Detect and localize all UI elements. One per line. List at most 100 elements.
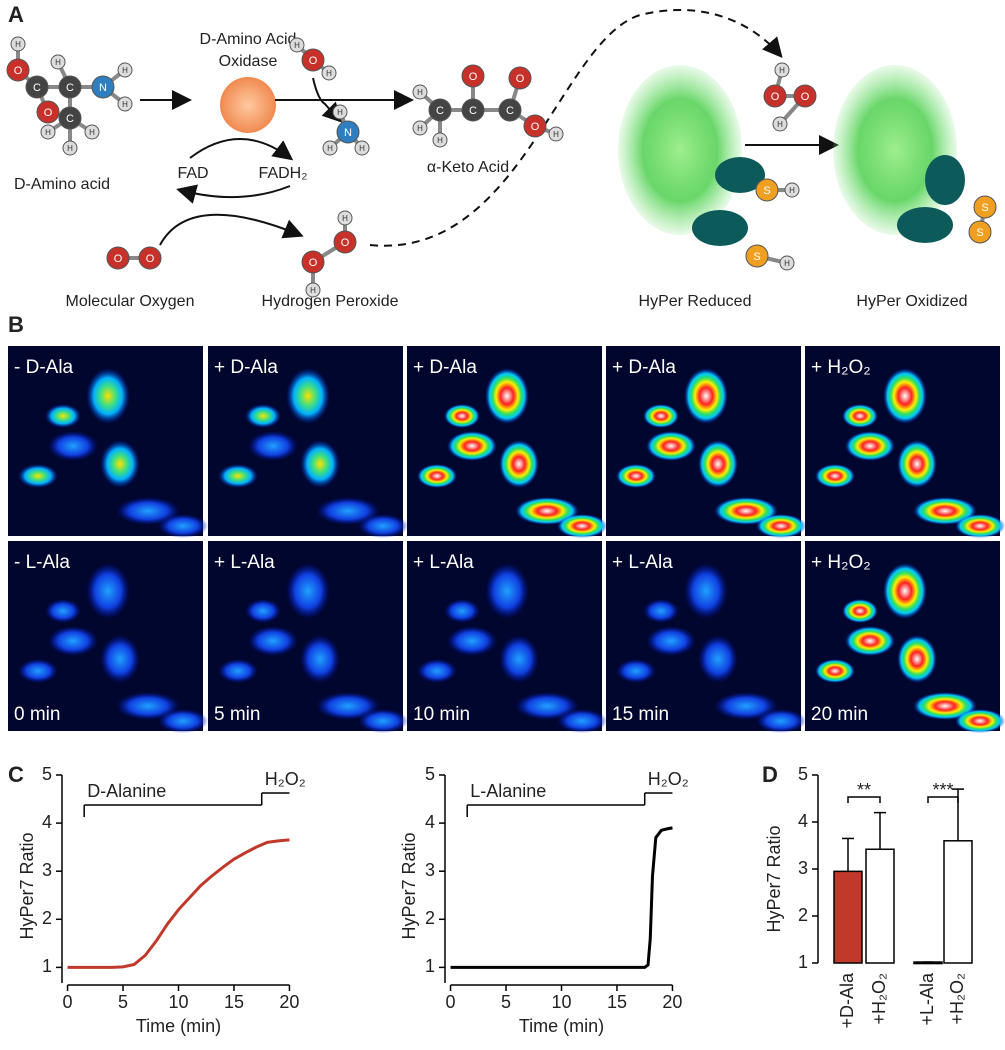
atom — [25, 75, 49, 99]
atom-label: H — [45, 128, 51, 137]
atom — [301, 48, 325, 72]
atom-label: C — [506, 105, 514, 117]
atom-label: N — [99, 82, 107, 94]
cell — [643, 599, 679, 623]
atom-label: H — [310, 286, 316, 295]
atom — [321, 65, 337, 81]
cell — [815, 464, 855, 488]
treatment-label: - L-Ala — [14, 552, 70, 573]
x-tick-label: +H₂O₂ — [947, 973, 967, 1025]
atom-label: H — [417, 88, 423, 97]
bar — [943, 840, 973, 964]
atom — [523, 114, 547, 138]
cell — [245, 599, 281, 623]
bar — [865, 848, 895, 964]
atom — [772, 116, 788, 132]
cell — [300, 635, 340, 683]
atom — [548, 126, 564, 142]
atom-label: O — [309, 257, 318, 269]
atom — [461, 64, 485, 88]
atom — [498, 98, 522, 122]
cofactor-label: FADH₂ — [259, 165, 308, 182]
atom — [779, 255, 795, 271]
time-label: 15 min — [612, 704, 669, 725]
cell — [499, 635, 539, 683]
atom — [322, 140, 338, 156]
cell — [444, 404, 480, 428]
atom-label: O — [146, 253, 155, 265]
cell — [316, 692, 380, 720]
treatment-label: + L-Ala — [214, 552, 275, 573]
cell — [515, 692, 579, 720]
x-tick-label: 10 — [551, 992, 571, 1012]
y-tick-label: 3 — [425, 860, 435, 880]
x-tick-label: 0 — [446, 992, 456, 1012]
atom — [62, 140, 78, 156]
x-tick-label: 20 — [662, 992, 682, 1012]
atom-label: C — [469, 105, 477, 117]
atom-label: H — [89, 128, 95, 137]
data-line — [450, 826, 673, 969]
atom — [432, 132, 448, 148]
atom-label: S — [976, 227, 983, 239]
cell — [499, 440, 539, 488]
y-axis-label: HyPer7 Ratio — [764, 825, 784, 932]
atom-label: O — [114, 253, 123, 265]
enzyme-label: Oxidase — [219, 53, 278, 70]
cell — [48, 626, 98, 656]
data-line — [67, 838, 290, 969]
atom — [354, 140, 370, 156]
atom-label: H — [784, 259, 790, 268]
atom — [84, 124, 100, 140]
treatment-label: L-Alanine — [470, 781, 546, 801]
atom — [745, 244, 769, 268]
y-axis-label: HyPer7 Ratio — [17, 832, 37, 939]
atom — [755, 178, 779, 202]
atom — [412, 84, 428, 100]
atom-label: S — [753, 251, 760, 263]
cell — [417, 659, 457, 683]
treatment-label: + D-Ala — [413, 357, 477, 378]
cell — [358, 709, 408, 733]
atom-label: O — [771, 91, 780, 103]
atom — [6, 58, 30, 82]
x-tick-label: +H₂O₂ — [869, 973, 889, 1025]
atom — [289, 37, 305, 53]
atom — [784, 182, 800, 198]
atom — [305, 282, 321, 298]
atom-label: H — [294, 41, 300, 50]
cell — [842, 599, 878, 623]
atom-label: O — [309, 55, 318, 67]
cell — [18, 464, 58, 488]
x-axis-label: Time (min) — [136, 1016, 221, 1036]
cell — [557, 709, 607, 733]
cell — [913, 692, 977, 720]
treatment-label: H₂O₂ — [648, 769, 689, 789]
substrate-label: D-Amino acid — [14, 176, 110, 193]
y-tick-label: 5 — [425, 764, 435, 784]
cell — [646, 626, 696, 656]
cell — [48, 431, 98, 461]
cell — [897, 635, 937, 683]
atom — [58, 106, 82, 130]
atom-label: N — [344, 127, 352, 139]
atom — [333, 230, 357, 254]
atom-label: C — [436, 105, 444, 117]
domain — [715, 157, 765, 193]
panel-a: A D-Amino Acid Oxidase D-Amino acid FAD … — [8, 2, 968, 310]
cell — [616, 659, 656, 683]
atom-label: H — [359, 144, 365, 153]
cell — [897, 440, 937, 488]
cell — [218, 464, 258, 488]
atom — [973, 195, 997, 219]
time-label: 20 min — [811, 704, 868, 725]
cell — [756, 709, 806, 733]
cell — [158, 514, 208, 538]
atom-label: H — [55, 58, 61, 67]
atom-label: O — [531, 121, 540, 133]
cell — [698, 440, 738, 488]
cell — [616, 464, 656, 488]
treatment-label: + D-Ala — [612, 357, 676, 378]
cell — [248, 431, 298, 461]
